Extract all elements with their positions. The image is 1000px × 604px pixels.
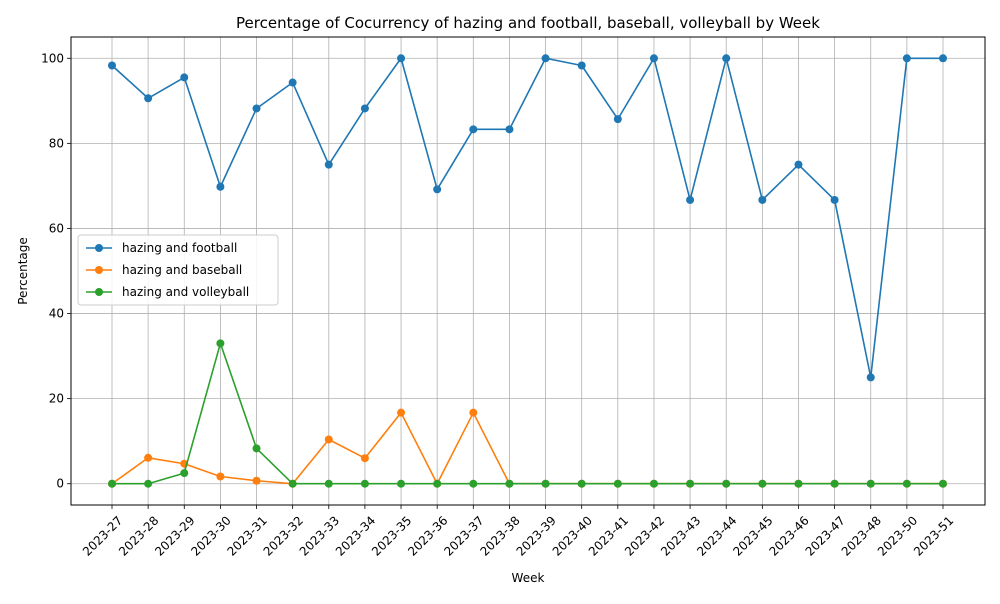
data-point: [577, 479, 586, 488]
series-hazing-and-volleyball: [108, 339, 947, 488]
legend-label: hazing and volleyball: [122, 285, 249, 299]
data-point: [722, 479, 731, 488]
data-point: [613, 479, 622, 488]
data-point: [108, 479, 116, 488]
data-point: [216, 182, 225, 191]
y-tick-label: 40: [49, 307, 64, 321]
data-point: [541, 479, 550, 488]
legend: hazing and football hazing and baseball ha…: [77, 234, 279, 306]
data-point: [397, 408, 406, 417]
y-tick-label: 0: [56, 477, 64, 491]
data-point: [252, 476, 261, 485]
legend-marker: [95, 266, 103, 274]
series-line: [111, 411, 943, 485]
y-axis-label: Percentage: [16, 237, 30, 305]
data-point: [360, 454, 369, 463]
data-point: [939, 54, 947, 63]
data-point: [830, 195, 839, 204]
data-point: [324, 160, 333, 169]
data-point: [794, 160, 803, 169]
series-line: [111, 57, 943, 379]
data-point: [505, 125, 514, 134]
series-hazing-and-baseball: [108, 408, 947, 488]
data-point: [902, 479, 911, 488]
series-line: [112, 342, 943, 485]
legend-label: hazing and football: [122, 241, 237, 255]
data-point: [613, 115, 622, 124]
plot-area: [70, 36, 986, 506]
legend-marker: [95, 244, 103, 252]
data-point: [216, 339, 225, 348]
data-point: [216, 472, 225, 481]
y-tick-label: 80: [49, 136, 64, 150]
chart-title: Percentage of Cocurrency of hazing and f…: [236, 14, 820, 32]
y-tick-label: 60: [49, 221, 64, 235]
data-point: [758, 195, 767, 204]
data-point: [649, 479, 658, 488]
y-tick-label: 100: [41, 51, 64, 65]
data-point: [397, 54, 406, 63]
x-tick-label: 2023-51: [911, 513, 956, 558]
legend-marker: [95, 288, 103, 296]
y-tick-label: 20: [49, 392, 64, 406]
data-point: [541, 54, 550, 63]
data-point: [469, 479, 478, 488]
data-point: [649, 54, 658, 63]
legend-box: [77, 234, 279, 306]
data-point: [397, 479, 406, 488]
data-point: [830, 479, 839, 488]
data-point: [469, 408, 478, 417]
data-point: [144, 94, 153, 103]
data-point: [433, 185, 442, 194]
data-point: [108, 61, 116, 70]
data-point: [360, 104, 369, 113]
data-point: [577, 61, 586, 70]
data-point: [324, 435, 333, 444]
data-point: [360, 479, 369, 488]
series-hazing-and-football: [108, 54, 947, 382]
data-point: [686, 479, 695, 488]
data-point: [433, 479, 442, 488]
data-point: [866, 479, 875, 488]
data-point: [288, 78, 297, 87]
data-point: [180, 469, 189, 478]
data-point: [902, 54, 911, 63]
data-point: [686, 195, 695, 204]
data-point: [288, 479, 297, 488]
data-point: [469, 125, 478, 134]
x-axis-label: Week: [512, 571, 545, 585]
data-point: [144, 479, 153, 488]
data-point: [252, 444, 261, 453]
data-point: [252, 104, 261, 113]
data-point: [939, 479, 947, 488]
data-point: [794, 479, 803, 488]
data-point: [144, 453, 153, 462]
data-point: [758, 479, 767, 488]
series-group: [108, 54, 947, 488]
data-point: [722, 54, 731, 63]
legend-label: hazing and baseball: [122, 263, 242, 277]
data-point: [324, 479, 333, 488]
data-point: [866, 373, 875, 382]
data-point: [180, 73, 189, 82]
data-point: [505, 479, 514, 488]
